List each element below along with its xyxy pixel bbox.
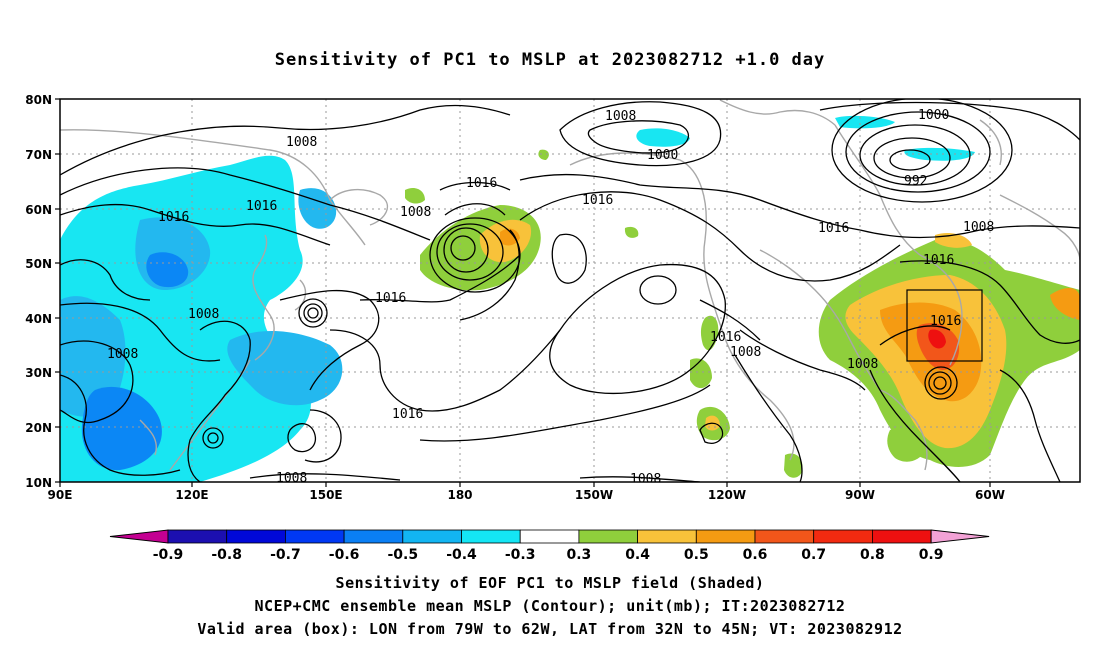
- lat-label: 80N: [25, 93, 52, 107]
- colorbar: -0.9 -0.8 -0.7 -0.6 -0.5 -0.4 -0.3 0.3 0.4 0.5 0.6…: [109, 529, 990, 563]
- contour-label: 1008: [605, 109, 636, 124]
- colorbar-cell: [461, 529, 521, 544]
- colorbar-cell: [284, 529, 345, 544]
- contour-label: 1008: [847, 357, 878, 372]
- negative-sensitivity-shading: [60, 115, 975, 482]
- contour-label: 1008: [188, 307, 219, 322]
- colorbar-cell: [754, 529, 815, 544]
- page-title: Sensitivity of PC1 to MSLP at 2023082712…: [274, 50, 826, 70]
- colorbar-cell: [226, 529, 286, 544]
- colorbar-high-arrow: [930, 529, 990, 544]
- contour-label: 1008: [400, 205, 431, 220]
- colorbar-cell: [519, 529, 580, 544]
- contour-label: 1008: [963, 220, 994, 235]
- colorbar-cell: [813, 529, 873, 544]
- lon-label: 60W: [975, 488, 1005, 502]
- contour-label: 1008: [630, 472, 661, 487]
- lat-label: 20N: [25, 421, 52, 435]
- colorbar-label: 0.6: [743, 547, 768, 563]
- coastlines: [60, 99, 1080, 471]
- lat-label: 30N: [25, 366, 52, 380]
- contour-label: 1008: [107, 347, 138, 362]
- caption-line-3: Valid area (box): LON from 79W to 62W, L…: [197, 620, 903, 638]
- colorbar-label: -0.3: [505, 547, 536, 563]
- colorbar-label: 0.7: [801, 547, 826, 563]
- colorbar-label: -0.5: [387, 547, 418, 563]
- caption-line-1: Sensitivity of EOF PC1 to MSLP field (Sh…: [335, 574, 765, 592]
- lat-label: 70N: [25, 148, 52, 162]
- colorbar-label: -0.7: [270, 547, 301, 563]
- contour-labels: 1008 1008 1016 1016 1008 1016 1008 1016 …: [107, 108, 994, 487]
- lon-label: 90W: [845, 488, 875, 502]
- contour-label: 1016: [392, 407, 423, 422]
- lat-label: 40N: [25, 312, 52, 326]
- contour-label: 1008: [276, 471, 307, 486]
- contour-label: 1000: [918, 108, 949, 123]
- contour-label: 1008: [286, 135, 317, 150]
- positive-sensitivity-shading: [405, 149, 1080, 478]
- colorbar-cell: [637, 529, 697, 544]
- colorbar-cell: [167, 529, 228, 544]
- contour-label: 1016: [710, 330, 741, 345]
- colorbar-cell: [872, 529, 932, 544]
- colorbar-label: 0.4: [625, 547, 650, 563]
- colorbar-label: 0.8: [860, 547, 885, 563]
- longitude-labels: 90E 120E 150E 180 150W 120W 90W 60W: [48, 488, 1005, 502]
- colorbar-low-arrow: [109, 529, 169, 544]
- longitude-axis: [59, 482, 991, 487]
- lon-label: 120E: [175, 488, 208, 502]
- mslp-contours: [60, 99, 1080, 482]
- map-plot-area: 1008 1008 1016 1016 1008 1016 1008 1016 …: [60, 99, 1080, 487]
- lon-label: 120W: [708, 488, 746, 502]
- colorbar-label: 0.3: [566, 547, 591, 563]
- colorbar-label: 0.5: [684, 547, 709, 563]
- colorbar-cell: [578, 529, 639, 544]
- lon-label: 150W: [575, 488, 613, 502]
- colorbar-label: -0.9: [153, 547, 184, 563]
- contour-label: 1016: [158, 210, 189, 225]
- contour-label: 1016: [923, 253, 954, 268]
- valid-area-box: [906, 289, 983, 362]
- contour-label: 1016: [930, 314, 961, 329]
- colorbar-cell: [343, 529, 404, 544]
- contour-label: 1016: [466, 176, 497, 191]
- latitude-axis: [55, 98, 60, 483]
- latitude-labels: 80N 70N 60N 50N 40N 30N 20N 10N: [25, 93, 52, 490]
- map-gridlines: [60, 99, 1080, 482]
- lat-label: 50N: [25, 257, 52, 271]
- contour-label: 1000: [647, 148, 678, 163]
- map-frame: [59, 98, 1081, 483]
- lon-label: 150E: [309, 488, 342, 502]
- contour-label: 1016: [375, 291, 406, 306]
- colorbar-cell: [695, 529, 756, 544]
- contour-label: 1008: [730, 345, 761, 360]
- colorbar-label: -0.4: [446, 547, 477, 563]
- lon-label: 180: [447, 488, 472, 502]
- contour-label: 1016: [582, 193, 613, 208]
- colorbar-cell: [402, 529, 462, 544]
- contour-label: 992: [904, 174, 927, 189]
- colorbar-label: 0.9: [919, 547, 944, 563]
- lat-label: 60N: [25, 203, 52, 217]
- contour-label: 1016: [818, 221, 849, 236]
- colorbar-label: -0.6: [329, 547, 360, 563]
- lat-label: 10N: [25, 476, 52, 490]
- lon-label: 90E: [48, 488, 73, 502]
- contour-label: 1016: [246, 199, 277, 214]
- colorbar-label: -0.8: [211, 547, 242, 563]
- caption-line-2: NCEP+CMC ensemble mean MSLP (Contour); u…: [254, 597, 846, 615]
